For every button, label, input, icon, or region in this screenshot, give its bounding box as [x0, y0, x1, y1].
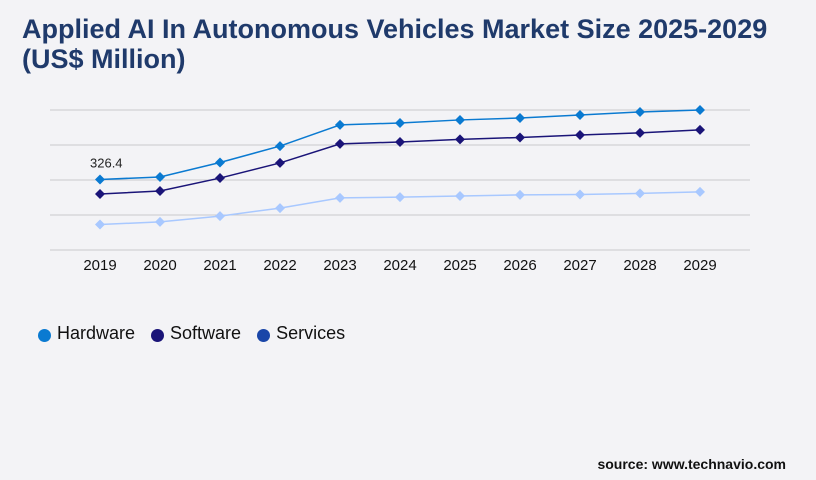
- data-point-services: [95, 219, 105, 230]
- data-point-services: [275, 203, 285, 214]
- data-point-software: [695, 124, 705, 135]
- data-label: 326.4: [90, 155, 123, 170]
- legend-marker: [257, 329, 271, 342]
- x-tick-label: 2029: [683, 257, 716, 274]
- x-tick-label: 2021: [203, 257, 236, 274]
- legend-item-software: Software: [151, 323, 241, 344]
- data-point-software: [155, 186, 165, 197]
- x-tick-label: 2026: [503, 257, 536, 274]
- x-tick-label: 2019: [83, 257, 116, 274]
- data-point-services: [215, 211, 225, 222]
- legend-marker: [38, 329, 51, 342]
- data-point-services: [515, 189, 525, 200]
- legend-item-services: Services: [257, 323, 345, 344]
- data-point-software: [95, 189, 105, 200]
- legend: Hardware Software Services: [38, 323, 345, 344]
- data-point-hardware: [95, 174, 105, 185]
- data-point-software: [575, 130, 585, 141]
- data-point-hardware: [635, 106, 645, 117]
- data-point-services: [455, 190, 465, 201]
- data-point-hardware: [575, 109, 585, 120]
- data-point-services: [395, 192, 405, 203]
- x-tick-label: 2028: [623, 257, 656, 274]
- data-point-hardware: [515, 112, 525, 123]
- legend-item-hardware: Hardware: [38, 323, 135, 344]
- data-point-services: [635, 188, 645, 199]
- data-point-hardware: [695, 105, 705, 115]
- source-text: source: www.technavio.com: [597, 456, 786, 472]
- data-point-software: [455, 134, 465, 145]
- legend-label: Hardware: [57, 323, 136, 343]
- data-point-services: [155, 216, 165, 227]
- data-point-software: [275, 157, 285, 168]
- chart-title: Applied AI In Autonomous Vehicles Market…: [22, 14, 768, 74]
- data-point-services: [335, 192, 345, 203]
- data-point-hardware: [395, 117, 405, 128]
- data-point-software: [335, 138, 345, 149]
- data-point-services: [575, 189, 585, 200]
- x-tick-label: 2022: [263, 257, 296, 274]
- x-tick-label: 2024: [383, 257, 416, 274]
- legend-label: Services: [276, 323, 346, 343]
- x-tick-label: 2023: [323, 257, 356, 274]
- x-tick-label: 2020: [143, 257, 176, 274]
- data-point-software: [635, 127, 645, 138]
- data-point-services: [695, 186, 705, 197]
- x-tick-label: 2025: [443, 257, 476, 274]
- data-point-hardware: [275, 141, 285, 152]
- data-point-hardware: [335, 119, 345, 130]
- data-point-hardware: [455, 114, 465, 125]
- data-point-software: [215, 173, 225, 184]
- data-point-hardware: [155, 171, 165, 182]
- x-tick-label: 2027: [563, 257, 596, 274]
- data-point-software: [515, 132, 525, 143]
- legend-label: Software: [170, 323, 242, 343]
- legend-marker: [151, 329, 165, 342]
- data-point-hardware: [215, 157, 225, 168]
- data-point-software: [395, 136, 405, 147]
